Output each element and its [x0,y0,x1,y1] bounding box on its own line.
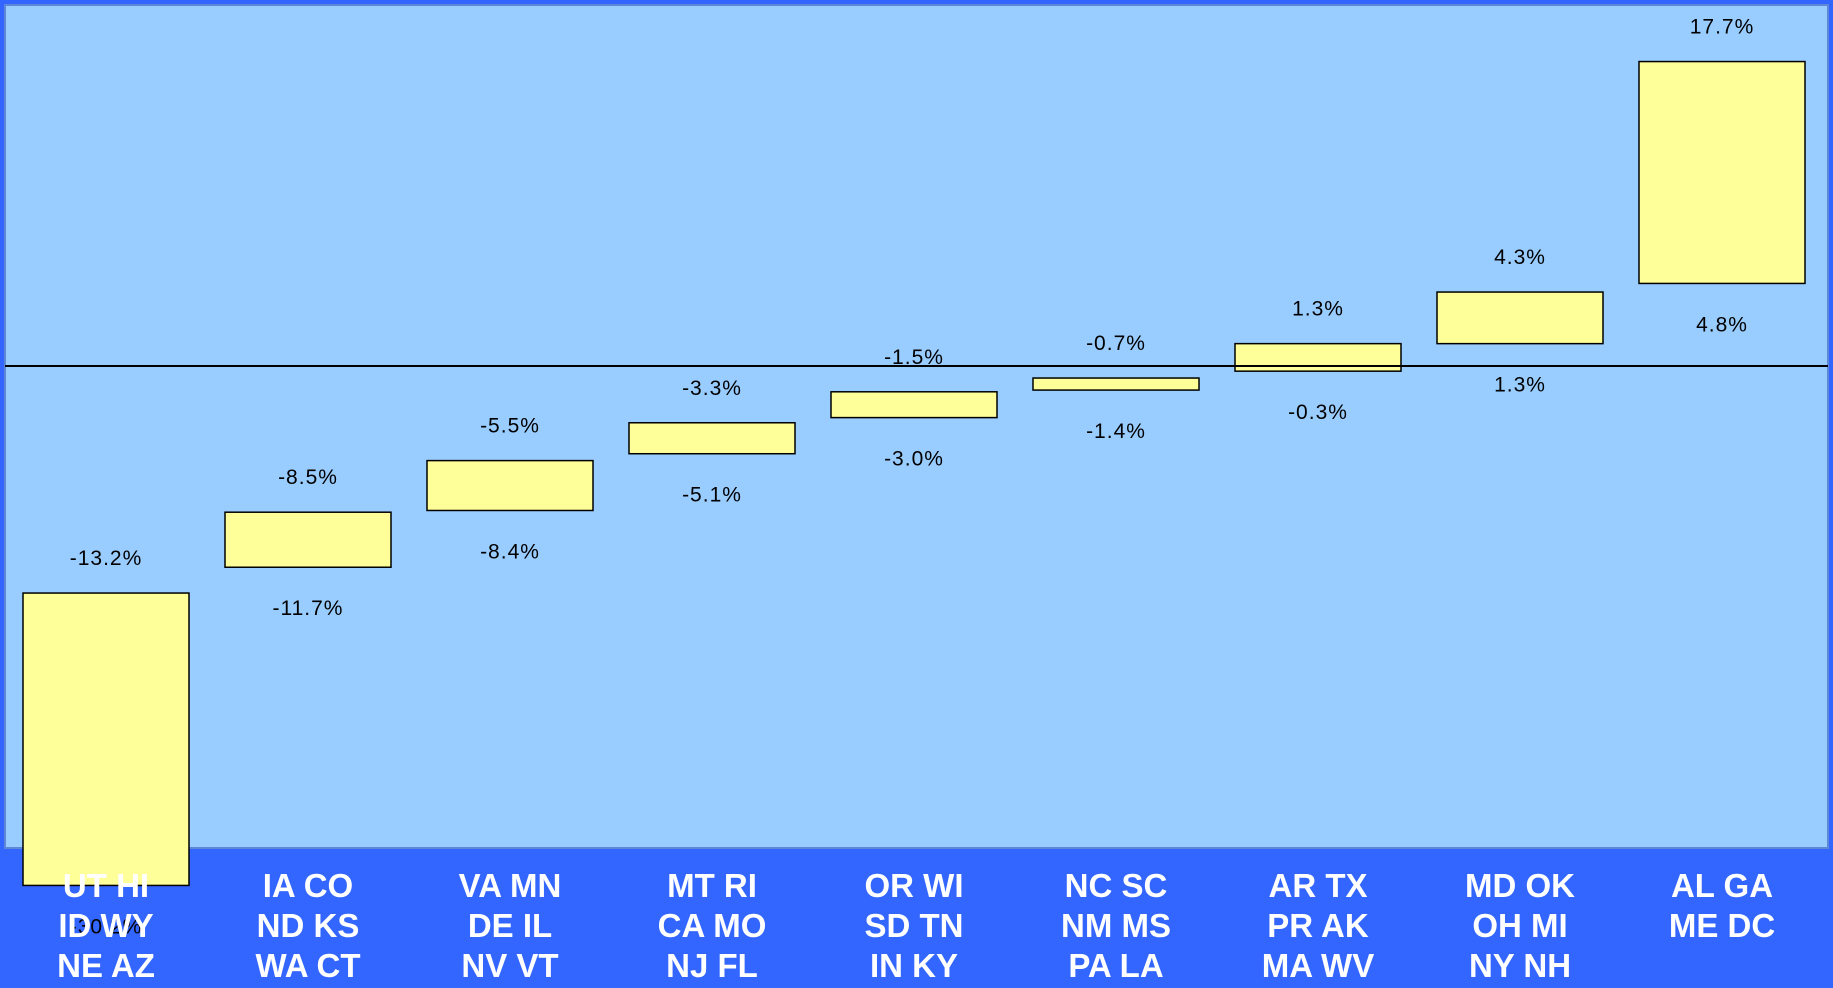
category-label-line: MT RI [667,867,757,904]
low-value-label: -1.4% [1086,420,1146,443]
low-value-label: -11.7% [273,597,344,620]
range-bar [830,391,998,419]
range-bar [224,511,392,568]
category-label-line: ND KS [257,907,360,944]
range-bar [1234,342,1402,372]
high-value-label: -5.5% [480,415,540,438]
category-label-line: NC SC [1065,867,1168,904]
low-value-label: -0.3% [1288,401,1348,424]
low-value-label: 1.3% [1494,374,1546,397]
category-label-line: MA WV [1262,947,1374,983]
category-label-line: OH MI [1472,907,1567,944]
value-labels-layer: -13.2% -30.2% -8.5% -11.7% -5.5% -8.4% -3.3% -5… [70,16,1755,939]
range-bar [1436,291,1604,345]
category-label-line: IA CO [263,867,353,904]
category-label-line: ID WY [58,907,153,944]
low-value-label: -8.4% [480,540,540,563]
high-value-label: -0.7% [1086,332,1146,355]
category-label-line: NJ FL [666,947,758,983]
high-value-label: -1.5% [884,346,944,369]
category-label-line: NV VT [461,947,558,983]
category-label-line: UT HI [63,867,149,904]
high-value-label: 4.3% [1494,246,1546,269]
category-label-line: NY NH [1469,947,1571,983]
range-bar [1638,60,1806,285]
category-label-line: PR AK [1267,907,1369,944]
category-label-line: NE AZ [57,947,155,983]
category-label-line: WA CT [255,947,360,983]
category-label-line: IN KY [870,947,958,983]
category-label-line: VA MN [459,867,562,904]
category-label-line: SD TN [865,907,964,944]
bars-layer [22,60,1806,887]
high-value-label: 17.7% [1690,16,1755,39]
plot-area [4,4,1829,849]
category-label-line: PA LA [1068,947,1163,983]
category-label-line: AL GA [1671,867,1773,904]
high-value-label: -3.3% [682,377,742,400]
high-value-label: -13.2% [70,547,143,570]
low-value-label: -3.0% [884,448,944,471]
category-label-line: ME DC [1669,907,1775,944]
range-bar [628,422,796,455]
high-value-label: 1.3% [1292,298,1344,321]
range-bar [1032,377,1200,391]
category-label-line: DE IL [468,907,552,944]
category-label-line: OR WI [865,867,964,904]
range-bar [426,459,594,512]
low-value-label: -5.1% [682,484,742,507]
category-label-line: AR TX [1269,867,1368,904]
low-value-label: 4.8% [1696,313,1748,336]
category-label-line: MD OK [1465,867,1575,904]
category-label-line: NM MS [1061,907,1171,944]
category-label-line: CA MO [658,907,767,944]
range-bar [22,592,190,887]
low-value-label: -30.2% [70,915,143,938]
high-value-label: -8.5% [278,466,338,489]
